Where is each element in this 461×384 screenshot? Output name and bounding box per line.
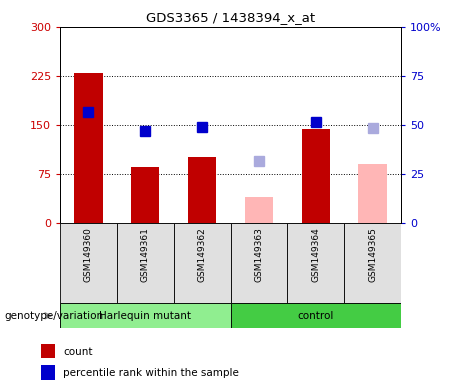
Text: GSM149364: GSM149364 bbox=[311, 227, 320, 281]
Bar bbox=[60, 303, 230, 328]
Bar bbox=[117, 223, 174, 303]
Bar bbox=[344, 223, 401, 303]
Bar bbox=[41, 365, 55, 379]
Bar bbox=[188, 157, 216, 223]
Bar bbox=[131, 167, 160, 223]
Text: Harlequin mutant: Harlequin mutant bbox=[99, 311, 191, 321]
Bar bbox=[301, 129, 330, 223]
Bar bbox=[230, 303, 401, 328]
Text: genotype/variation: genotype/variation bbox=[5, 311, 104, 321]
Text: GSM149363: GSM149363 bbox=[254, 227, 263, 281]
Bar bbox=[245, 197, 273, 223]
Text: percentile rank within the sample: percentile rank within the sample bbox=[63, 368, 239, 378]
Bar bbox=[41, 344, 55, 358]
Text: control: control bbox=[298, 311, 334, 321]
Text: GSM149362: GSM149362 bbox=[198, 227, 207, 281]
Bar bbox=[74, 73, 102, 223]
Text: GSM149361: GSM149361 bbox=[141, 227, 150, 281]
Bar bbox=[60, 223, 117, 303]
Text: GSM149365: GSM149365 bbox=[368, 227, 377, 281]
Title: GDS3365 / 1438394_x_at: GDS3365 / 1438394_x_at bbox=[146, 11, 315, 24]
Bar bbox=[358, 164, 387, 223]
Bar bbox=[174, 223, 230, 303]
Text: GSM149360: GSM149360 bbox=[84, 227, 93, 281]
Bar bbox=[230, 223, 287, 303]
Text: count: count bbox=[63, 347, 93, 357]
Bar bbox=[287, 223, 344, 303]
